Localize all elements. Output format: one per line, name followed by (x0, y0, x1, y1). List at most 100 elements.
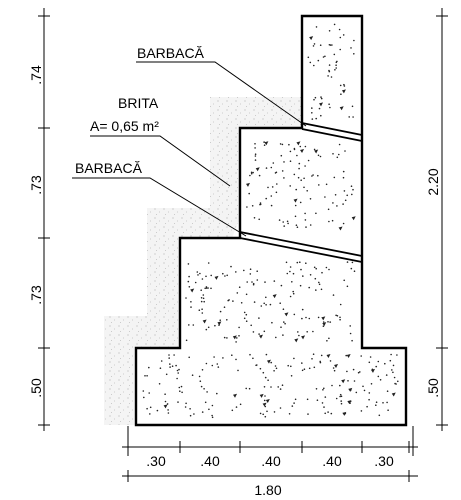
concrete-aggregate (346, 354, 351, 359)
concrete-dot (328, 103, 330, 105)
concrete-dot (307, 56, 310, 59)
concrete-dot (301, 317, 303, 320)
concrete-dot (245, 320, 248, 323)
concrete-dot (149, 413, 151, 415)
concrete-dot (339, 48, 342, 51)
concrete-dot (320, 114, 322, 117)
concrete-dot (189, 414, 192, 417)
concrete-dot (313, 148, 316, 151)
concrete-aggregate (326, 354, 331, 359)
concrete-dot (292, 290, 295, 293)
concrete-aggregate (259, 334, 264, 339)
concrete-dot (246, 281, 248, 283)
concrete-dot (335, 64, 337, 66)
right-dim-base: .50 (425, 378, 441, 398)
concrete-dot (197, 274, 199, 276)
concrete-dot (334, 194, 337, 196)
concrete-dot (208, 408, 210, 411)
concrete-dot (166, 403, 169, 405)
concrete-dot (377, 375, 380, 378)
concrete-dot (309, 224, 312, 226)
bottom-dim-2: .40 (200, 453, 220, 469)
concrete-dot (260, 305, 263, 307)
concrete-dot (297, 176, 300, 179)
concrete-aggregate (347, 400, 352, 405)
concrete-dot (323, 406, 325, 408)
concrete-dot (315, 267, 318, 270)
concrete-dot (333, 176, 336, 179)
concrete-dot (194, 281, 197, 284)
concrete-aggregate (319, 102, 324, 107)
concrete-dot (278, 219, 281, 221)
concrete-aggregate (348, 387, 353, 392)
concrete-dot (180, 385, 183, 388)
left-dimension-chain (38, 8, 50, 431)
concrete-dot (264, 281, 266, 283)
concrete-dot (333, 369, 336, 372)
concrete-dot (389, 359, 392, 362)
concrete-dot (211, 364, 214, 367)
concrete-dot (343, 85, 346, 87)
concrete-dot (295, 224, 298, 226)
concrete-dot (205, 362, 208, 365)
concrete-dot (281, 143, 284, 146)
concrete-dot (320, 97, 323, 100)
concrete-dot (330, 412, 333, 415)
concrete-wall (134, 14, 408, 427)
concrete-dot (263, 302, 266, 305)
bottom-dim-total-width: 1.80 (254, 482, 281, 498)
concrete-dot (395, 383, 397, 385)
concrete-dot (281, 384, 284, 387)
concrete-dot (327, 321, 329, 323)
concrete-dot (184, 406, 187, 408)
concrete-dot (176, 369, 179, 372)
concrete-dot (322, 325, 325, 328)
concrete-dot (324, 396, 327, 398)
concrete-dot (168, 357, 170, 359)
concrete-dot (347, 380, 349, 382)
concrete-aggregate (322, 322, 327, 327)
concrete-dot (298, 334, 300, 337)
concrete-dot (317, 59, 320, 62)
concrete-dot (249, 273, 252, 275)
concrete-dot (305, 226, 307, 228)
concrete-dot (230, 265, 232, 268)
concrete-dot (201, 369, 204, 371)
concrete-dot (265, 304, 267, 306)
concrete-aggregate (163, 404, 168, 409)
concrete-dot (338, 28, 341, 31)
concrete-aggregate (262, 402, 267, 407)
concrete-dot (319, 361, 322, 364)
concrete-dot (324, 196, 326, 198)
concrete-dot (320, 288, 323, 291)
concrete-dot (275, 367, 278, 370)
concrete-dot (252, 282, 255, 285)
concrete-dot (287, 222, 289, 225)
concrete-dot (294, 204, 297, 207)
concrete-aggregate (391, 392, 396, 397)
concrete-dot (213, 356, 215, 358)
concrete-dot (296, 154, 298, 157)
concrete-dot (205, 287, 208, 289)
concrete-dot (369, 356, 372, 358)
concrete-dot (235, 358, 237, 361)
concrete-dot (265, 167, 268, 169)
concrete-dot (250, 324, 252, 327)
concrete-dot (353, 270, 356, 273)
concrete-dot (177, 401, 179, 403)
concrete-dot (142, 390, 145, 392)
concrete-dot (203, 388, 205, 390)
concrete-dot (368, 392, 371, 394)
concrete-dot (343, 279, 346, 282)
concrete-dot (346, 194, 349, 197)
concrete-aggregate (341, 379, 346, 384)
concrete-dot (322, 56, 325, 58)
concrete-dot (176, 377, 178, 380)
concrete-dot (264, 395, 266, 397)
concrete-dot (258, 218, 261, 221)
concrete-dot (200, 289, 202, 292)
concrete-dot (254, 159, 257, 161)
concrete-dot (235, 271, 237, 273)
concrete-dot (210, 274, 212, 277)
concrete-dot (270, 166, 273, 169)
